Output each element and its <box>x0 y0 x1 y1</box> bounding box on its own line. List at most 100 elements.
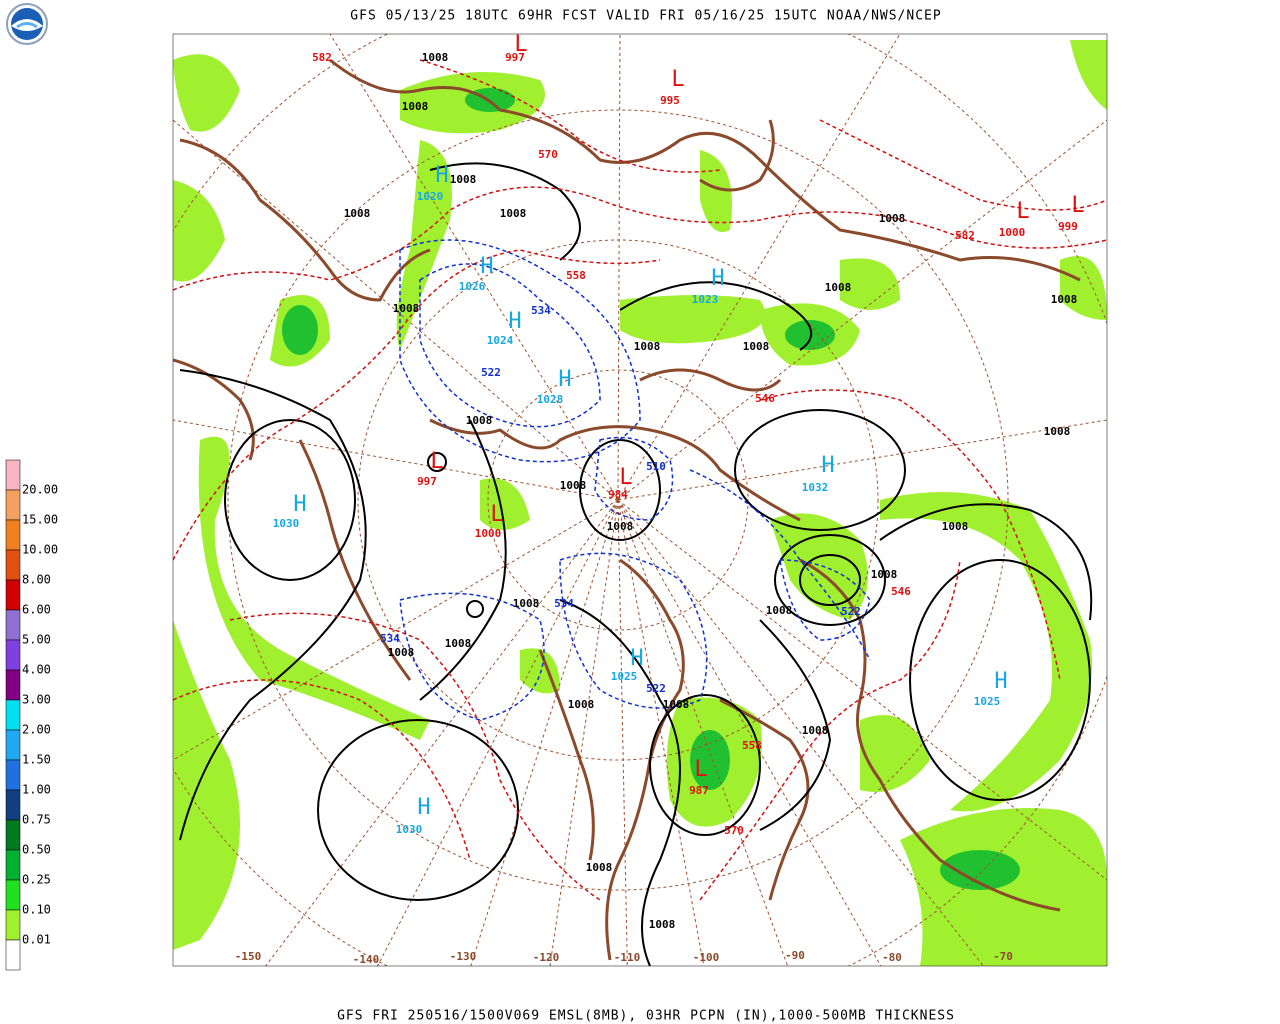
thickness-label: 558 <box>742 739 762 752</box>
high-symbol: H <box>417 795 430 820</box>
legend-label: 0.50 <box>22 843 51 857</box>
low-pressure: 1000 <box>999 226 1026 239</box>
isobar-label: 1008 <box>871 568 898 581</box>
legend-swatch <box>5 729 21 761</box>
low-symbol: L <box>1071 193 1084 218</box>
legend-swatch <box>5 759 21 791</box>
legend-swatch <box>5 459 21 491</box>
high-pressure: 1032 <box>802 481 829 494</box>
longitude-label: -120 <box>533 951 560 964</box>
warm-thickness-contours <box>173 59 1107 901</box>
legend-swatch <box>5 699 21 731</box>
longitude-label: -110 <box>614 951 641 964</box>
low-pressure: 984 <box>608 488 628 501</box>
longitude-label: -140 <box>353 953 380 966</box>
isobar-label: 1008 <box>607 520 634 533</box>
high-pressure: 1025 <box>611 670 638 683</box>
legend-label: 15.00 <box>22 513 58 527</box>
high-symbol: H <box>293 492 306 517</box>
low-symbol: L <box>619 465 632 490</box>
isobar-label: 1008 <box>879 212 906 225</box>
legend-swatch <box>5 579 21 611</box>
isobars <box>179 162 1093 966</box>
legend-label: 0.25 <box>22 873 51 887</box>
isobar-label: 1008 <box>513 597 540 610</box>
legend-label: 6.00 <box>22 603 51 617</box>
legend-label: 10.00 <box>22 543 58 557</box>
low-pressure: 995 <box>660 94 680 107</box>
map-labels: H1030H1030H1025H1032H1023H1026H1024H1028… <box>235 34 1085 966</box>
isobar-label: 1008 <box>586 861 613 874</box>
isobar-label: 1008 <box>649 918 676 931</box>
thickness-label: 522 <box>841 605 861 618</box>
low-pressure: 1000 <box>475 527 502 540</box>
low-pressure: 987 <box>689 784 709 797</box>
longitude-label: -150 <box>235 950 262 963</box>
legend-swatch <box>5 489 21 521</box>
footer-caption: GFS FRI 250516/1500V069 EMSL(8MB), 03HR … <box>337 1009 955 1024</box>
map-frame <box>172 33 1108 967</box>
thickness-label: 534 <box>380 632 400 645</box>
isobar-label: 1008 <box>422 51 449 64</box>
legend-swatch <box>5 549 21 581</box>
high-pressure: 1020 <box>417 190 444 203</box>
legend-label: 2.00 <box>22 723 51 737</box>
precipitation-heavy <box>282 88 1020 890</box>
legend-label: 1.50 <box>22 753 51 767</box>
low-symbol: L <box>671 67 684 92</box>
high-pressure: 1024 <box>487 334 514 347</box>
high-pressure: 1026 <box>459 280 486 293</box>
isobar-label: 1008 <box>743 340 770 353</box>
precipitation <box>173 40 1107 966</box>
legend-swatch <box>5 609 21 641</box>
legend-label: 8.00 <box>22 573 51 587</box>
legend-label: 1.00 <box>22 783 51 797</box>
isobar-label: 1008 <box>388 646 415 659</box>
isobar-label: 1008 <box>402 100 429 113</box>
header-title: GFS 05/13/25 18UTC 69HR FCST VALID FRI 0… <box>350 9 941 24</box>
thickness-label: 522 <box>646 682 666 695</box>
legend-label: 0.75 <box>22 813 51 827</box>
thickness-label: 582 <box>312 51 332 64</box>
legend-swatch <box>5 879 21 911</box>
high-symbol: H <box>821 453 834 478</box>
isobar-label: 1008 <box>560 479 587 492</box>
legend-label: 0.10 <box>22 903 51 917</box>
legend-swatch <box>5 789 21 821</box>
legend-swatch <box>5 669 21 701</box>
noaa-logo <box>6 3 48 45</box>
high-symbol: H <box>711 266 724 291</box>
thickness-label: 522 <box>481 366 501 379</box>
isobar-label: 1008 <box>450 173 477 186</box>
isobar-label: 1008 <box>1044 425 1071 438</box>
high-pressure: 1030 <box>273 517 300 530</box>
thickness-label: 546 <box>891 585 911 598</box>
legend-swatch <box>5 819 21 851</box>
legend-label: 3.00 <box>22 693 51 707</box>
coastlines <box>173 58 1081 961</box>
legend: 20.00 15.00 10.00 8.00 6.00 5.00 4.00 3.00 2.00 1… <box>5 459 58 971</box>
isobar-label: 1008 <box>766 604 793 617</box>
legend-swatch <box>5 639 21 671</box>
low-symbol: L <box>1016 199 1029 224</box>
high-symbol: H <box>630 646 643 671</box>
thickness-label: 582 <box>955 229 975 242</box>
legend-swatch <box>5 939 21 971</box>
legend-swatch <box>5 849 21 881</box>
high-symbol: H <box>435 163 448 188</box>
cold-thickness-contours <box>399 239 871 721</box>
high-symbol: H <box>558 367 571 392</box>
legend-swatch <box>5 909 21 941</box>
isobar-label: 1008 <box>393 302 420 315</box>
isobar-label: 1008 <box>802 724 829 737</box>
isobar-label: 1008 <box>568 698 595 711</box>
map-area: H1030H1030H1025H1032H1023H1026H1024H1028… <box>173 34 1107 966</box>
high-pressure: 1028 <box>537 393 564 406</box>
low-symbol: L <box>694 757 707 782</box>
longitude-label: -100 <box>693 951 720 964</box>
longitude-label: -130 <box>450 950 477 963</box>
isobar-label: 1008 <box>445 637 472 650</box>
graticule <box>173 34 1107 966</box>
isobar-label: 1008 <box>634 340 661 353</box>
